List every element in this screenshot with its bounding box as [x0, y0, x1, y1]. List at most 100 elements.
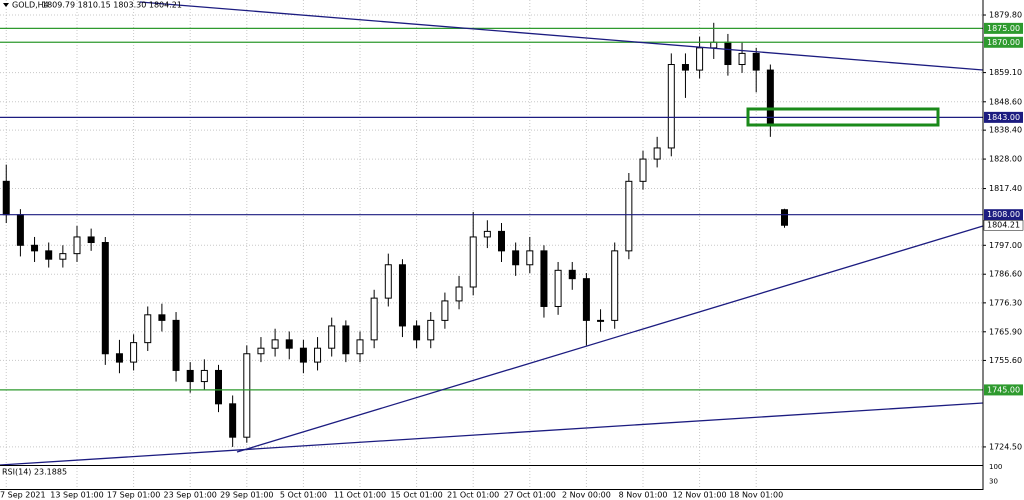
- x-tick-label: 29 Sep 01:00: [220, 491, 273, 500]
- candle-body: [469, 236, 477, 288]
- candle-body: [158, 314, 166, 321]
- y-tick-label: 1838.40: [989, 126, 1022, 135]
- candle-body: [752, 52, 760, 71]
- level-label: 1745.00: [987, 385, 1020, 394]
- candle-body: [398, 264, 406, 327]
- x-tick-label: 12 Nov 01:00: [673, 491, 727, 500]
- y-tick-label: 1848.60: [989, 97, 1022, 106]
- x-tick-label: 21 Oct 01:00: [447, 491, 499, 500]
- x-tick-label: 17 Sep 01:00: [107, 491, 160, 500]
- level-label: 1843.00: [987, 113, 1020, 122]
- x-tick-label: 11 Oct 01:00: [334, 491, 386, 500]
- candle-body: [200, 369, 208, 383]
- candle-body: [31, 244, 39, 252]
- x-tick-label: 27 Oct 01:00: [504, 491, 556, 500]
- candle-body: [299, 347, 307, 363]
- x-tick-label: 2 Nov 00:00: [562, 491, 611, 500]
- trendline: [236, 225, 984, 453]
- axes: 1879.80 1859.10 1848.60 1838.40 1828.00 1817.…: [0, 11, 1022, 500]
- candle-body: [512, 250, 520, 266]
- candle-body: [696, 47, 704, 71]
- price-label: 1804.21: [987, 221, 1020, 230]
- zone-box: [746, 107, 940, 127]
- x-tick-label: 7 Sep 2021: [0, 491, 46, 500]
- candle-body: [356, 339, 364, 355]
- y-tick-label: 1776.30: [989, 298, 1022, 307]
- candle-body: [328, 325, 336, 349]
- x-tick-label: 23 Sep 01:00: [163, 491, 216, 500]
- candle-body: [130, 342, 138, 363]
- price-tag: [983, 219, 1024, 231]
- candle-body: [285, 339, 293, 349]
- x-tick-label: 18 Nov 01:00: [729, 491, 783, 500]
- y-tick-label: 1828.00: [989, 155, 1022, 164]
- candle-body: [554, 269, 562, 307]
- y-tick-label: 1817.40: [989, 184, 1022, 193]
- candle-body: [413, 325, 421, 341]
- level-tag: [984, 384, 1023, 396]
- candle-body: [257, 347, 265, 355]
- candle-body: [781, 209, 788, 226]
- candle-body: [215, 369, 222, 405]
- ohlc: 1809.79 1810.15 1803.30 1804.21: [42, 1, 182, 10]
- candle-body: [101, 242, 109, 355]
- level-tag: [984, 111, 1023, 123]
- candle-body: [314, 347, 322, 363]
- rsi-tick-label: 100: [989, 463, 1002, 471]
- level-tag: [984, 22, 1023, 34]
- levels: 1875.00 1870.00 1843.00 1808.00 1745.00 1804.…: [0, 22, 1024, 396]
- trendline: [139, 1, 984, 71]
- candle-body: [483, 230, 491, 238]
- candle-body: [639, 158, 647, 182]
- y-tick-label: 1879.80: [989, 11, 1022, 20]
- candle-body: [172, 319, 180, 371]
- candle-body: [87, 236, 95, 244]
- candle-body: [370, 297, 378, 341]
- level-label: 1808.00: [987, 210, 1020, 219]
- menu-arrow[interactable]: [3, 3, 9, 7]
- candle-body: [540, 250, 548, 307]
- rsi-tick-label: 30: [989, 478, 998, 486]
- x-tick-label: 15 Oct 01:00: [391, 491, 443, 500]
- candle-body: [186, 369, 194, 383]
- y-tick-label: 1724.50: [989, 442, 1022, 451]
- candle-body: [582, 278, 590, 321]
- candle-body: [59, 253, 67, 260]
- candle-body: [342, 325, 350, 355]
- candle-body: [667, 64, 675, 149]
- candle-body: [526, 250, 534, 266]
- candle-body: [441, 300, 449, 321]
- candle-body: [73, 236, 81, 255]
- candle-body: [738, 52, 746, 66]
- candle-body: [229, 403, 237, 438]
- trendline: [0, 402, 984, 466]
- candle-body: [681, 64, 689, 71]
- y-tick-label: 1765.90: [989, 327, 1022, 336]
- y-tick-label: 1755.60: [989, 356, 1022, 365]
- candle-body: [653, 147, 661, 160]
- candle-body: [625, 180, 633, 252]
- x-tick-label: 13 Sep 01:00: [50, 491, 103, 500]
- candle-body: [455, 286, 463, 302]
- candle-body: [611, 250, 619, 321]
- candle-body: [271, 339, 279, 349]
- candle-body: [16, 214, 24, 246]
- level-label: 1875.00: [987, 24, 1020, 33]
- candle-body: [243, 353, 251, 438]
- y-tick-label: 1786.60: [989, 270, 1022, 279]
- y-tick-label: 1859.10: [989, 68, 1022, 77]
- candle-body: [724, 41, 732, 66]
- candles: [2, 22, 788, 447]
- candle-body: [498, 230, 505, 252]
- x-tick-label: 5 Oct 01:00: [280, 491, 327, 500]
- level-tag: [984, 36, 1023, 48]
- candle-body: [568, 269, 576, 280]
- candle-body: [384, 264, 392, 299]
- y-tick-label: 1797.00: [989, 241, 1022, 250]
- rsi-label: RSI(14) 23.1885: [2, 468, 67, 477]
- x-tick-label: 8 Nov 01:00: [619, 491, 668, 500]
- candle-body: [144, 314, 152, 344]
- candle-body: [115, 353, 123, 363]
